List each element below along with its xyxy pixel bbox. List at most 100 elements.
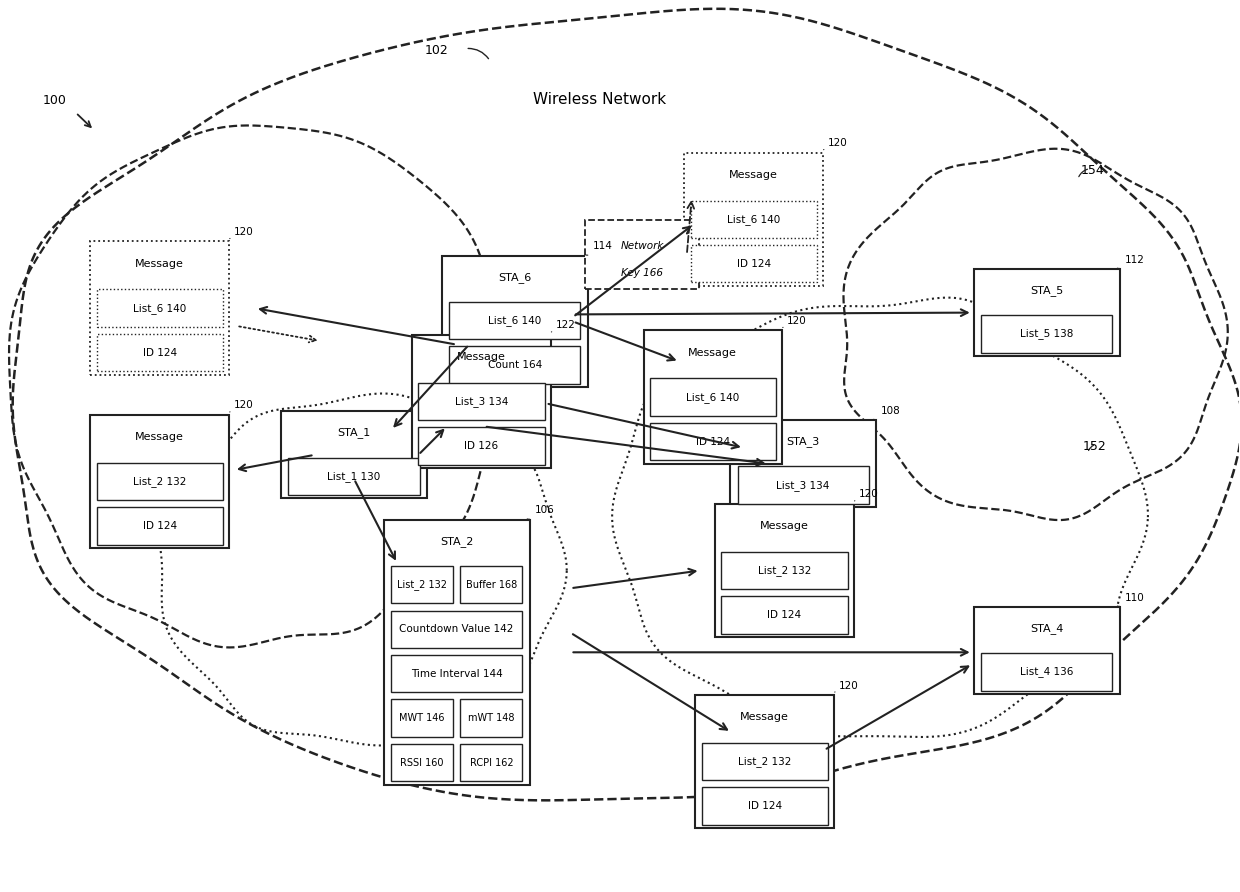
FancyBboxPatch shape: [722, 596, 848, 633]
FancyBboxPatch shape: [460, 744, 522, 781]
FancyBboxPatch shape: [97, 508, 223, 545]
Text: List_2 132: List_2 132: [397, 579, 448, 591]
Text: Message: Message: [458, 352, 506, 362]
FancyBboxPatch shape: [97, 463, 223, 500]
Text: Countdown Value 142: Countdown Value 142: [399, 624, 513, 634]
Text: List_6 140: List_6 140: [727, 214, 780, 225]
Text: 122: 122: [556, 320, 575, 330]
FancyBboxPatch shape: [981, 653, 1112, 690]
Text: List_6 140: List_6 140: [686, 392, 739, 402]
Text: STA_1: STA_1: [337, 427, 371, 438]
Text: ID 124: ID 124: [768, 610, 801, 620]
Text: Message: Message: [135, 432, 185, 442]
Text: STA_2: STA_2: [440, 536, 474, 547]
FancyBboxPatch shape: [684, 153, 823, 286]
Text: STA_5: STA_5: [1030, 285, 1064, 296]
Text: RCPI 162: RCPI 162: [470, 757, 513, 767]
FancyBboxPatch shape: [391, 744, 453, 781]
Text: Message: Message: [688, 348, 738, 358]
Text: RSSI 160: RSSI 160: [401, 757, 444, 767]
Text: STA_4: STA_4: [1030, 623, 1064, 633]
FancyBboxPatch shape: [585, 220, 699, 290]
FancyBboxPatch shape: [97, 334, 223, 371]
Text: ID 124: ID 124: [143, 521, 177, 531]
Text: 108: 108: [882, 406, 900, 416]
Text: 104: 104: [432, 397, 451, 407]
Text: List_1 130: List_1 130: [327, 471, 381, 482]
Text: Buffer 168: Buffer 168: [466, 580, 517, 590]
Text: 120: 120: [234, 401, 254, 410]
Text: 110: 110: [1125, 592, 1145, 602]
FancyBboxPatch shape: [91, 415, 229, 549]
FancyBboxPatch shape: [418, 383, 544, 420]
FancyBboxPatch shape: [722, 552, 848, 589]
Text: 100: 100: [42, 95, 66, 107]
FancyBboxPatch shape: [644, 330, 782, 464]
FancyBboxPatch shape: [441, 256, 588, 387]
Text: Network: Network: [620, 241, 663, 251]
FancyBboxPatch shape: [702, 788, 828, 825]
Text: MWT 146: MWT 146: [399, 713, 445, 723]
FancyBboxPatch shape: [418, 427, 544, 465]
Text: Message: Message: [135, 259, 185, 268]
Text: List_3 134: List_3 134: [455, 396, 508, 407]
FancyBboxPatch shape: [449, 302, 580, 339]
FancyBboxPatch shape: [738, 467, 869, 504]
Text: List_6 140: List_6 140: [489, 315, 542, 326]
Text: List_6 140: List_6 140: [133, 302, 186, 314]
Text: 112: 112: [1125, 254, 1145, 265]
Text: ID 124: ID 124: [748, 801, 781, 811]
Text: STA_6: STA_6: [498, 271, 532, 283]
FancyBboxPatch shape: [650, 378, 776, 416]
FancyBboxPatch shape: [412, 334, 551, 468]
FancyBboxPatch shape: [715, 504, 854, 637]
FancyBboxPatch shape: [97, 290, 223, 326]
FancyBboxPatch shape: [281, 411, 427, 499]
FancyBboxPatch shape: [391, 610, 522, 648]
FancyBboxPatch shape: [650, 423, 776, 460]
Text: List_4 136: List_4 136: [1021, 666, 1074, 677]
Text: 154: 154: [1080, 164, 1104, 177]
Text: Key 166: Key 166: [621, 268, 663, 277]
FancyBboxPatch shape: [691, 245, 817, 283]
Text: 120: 120: [787, 316, 807, 326]
FancyBboxPatch shape: [973, 607, 1120, 694]
Text: Message: Message: [729, 169, 777, 180]
Text: ID 124: ID 124: [737, 259, 771, 268]
FancyBboxPatch shape: [289, 458, 419, 495]
Text: List_2 132: List_2 132: [133, 476, 186, 487]
Text: List_5 138: List_5 138: [1021, 328, 1074, 340]
Text: 120: 120: [859, 490, 878, 500]
Text: Time Interval 144: Time Interval 144: [410, 669, 502, 679]
Text: 102: 102: [424, 44, 449, 57]
Text: 120: 120: [828, 138, 848, 148]
FancyBboxPatch shape: [391, 655, 522, 692]
FancyBboxPatch shape: [702, 743, 828, 780]
FancyBboxPatch shape: [391, 699, 453, 737]
Text: ID 124: ID 124: [143, 348, 177, 358]
Text: 152: 152: [1083, 440, 1106, 452]
FancyBboxPatch shape: [691, 201, 817, 238]
Text: 106: 106: [534, 506, 554, 516]
Text: Message: Message: [740, 712, 789, 723]
FancyBboxPatch shape: [730, 420, 877, 508]
Text: Count 164: Count 164: [487, 360, 542, 370]
Text: Wireless Network: Wireless Network: [533, 92, 667, 107]
FancyBboxPatch shape: [449, 346, 580, 384]
FancyBboxPatch shape: [391, 566, 453, 603]
FancyBboxPatch shape: [383, 520, 529, 785]
FancyBboxPatch shape: [696, 695, 835, 829]
FancyBboxPatch shape: [460, 566, 522, 603]
Text: Message: Message: [760, 521, 808, 531]
Text: List_2 132: List_2 132: [758, 565, 811, 576]
Text: 120: 120: [839, 681, 859, 690]
Text: List_2 132: List_2 132: [738, 756, 791, 767]
FancyBboxPatch shape: [981, 315, 1112, 352]
Text: ID 126: ID 126: [464, 441, 498, 451]
Text: 114: 114: [593, 241, 613, 252]
Text: mWT 148: mWT 148: [467, 713, 515, 723]
FancyBboxPatch shape: [460, 699, 522, 737]
Text: ID 124: ID 124: [696, 436, 730, 447]
Text: STA_3: STA_3: [786, 436, 820, 447]
FancyBboxPatch shape: [91, 242, 229, 375]
